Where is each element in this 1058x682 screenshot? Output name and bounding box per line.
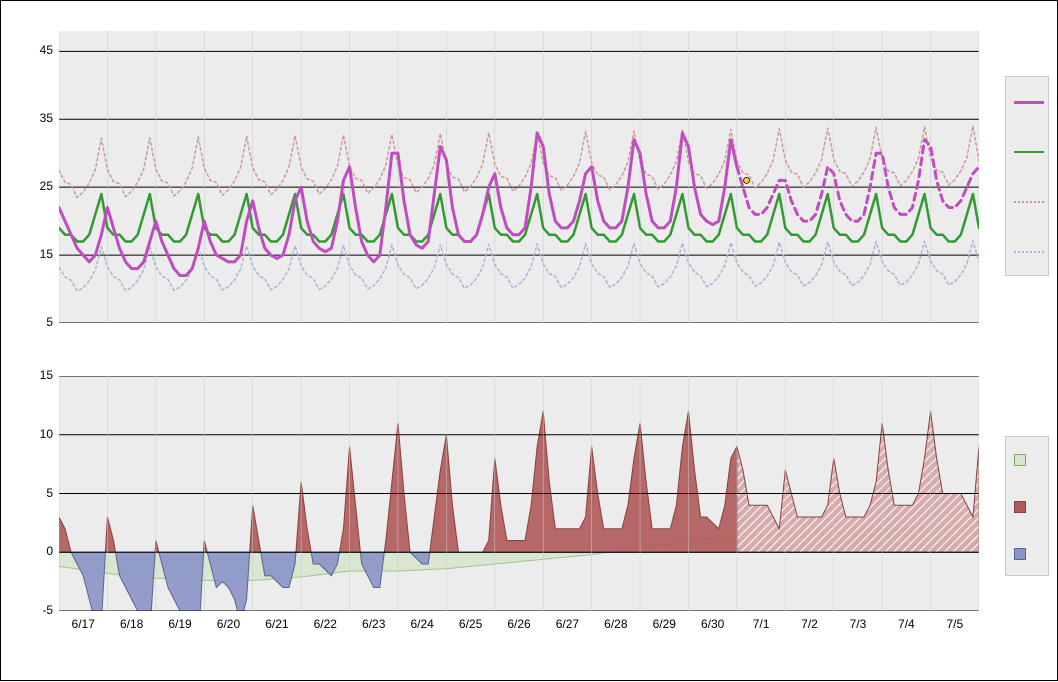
- bottom-ytick-label: 15: [29, 368, 53, 382]
- x-tick-label: 6/28: [596, 617, 636, 631]
- bottom-ytick-label: 5: [29, 486, 53, 500]
- bottom-chart-panel: -5 0 5 10 15 6/17 6/18 6/19 6/20 6/21 6/22 6/23 6/2…: [1, 1, 1058, 682]
- bottom-legend: [1005, 436, 1049, 576]
- bottom-ytick-label: 10: [29, 427, 53, 441]
- legend-swatch: [1014, 501, 1026, 513]
- legend-swatch: [1014, 454, 1026, 466]
- x-tick-label: 7/4: [886, 617, 926, 631]
- x-tick-label: 6/17: [63, 617, 103, 631]
- x-tick-label: 6/30: [693, 617, 733, 631]
- chart-container: 515253545 -5051015 6/176/186/196/206/216…: [0, 0, 1058, 681]
- legend-swatch: [1014, 548, 1026, 560]
- legend-item-pos-anomaly: [1006, 484, 1048, 531]
- x-tick-label: 6/21: [257, 617, 297, 631]
- x-tick-label: 6/25: [451, 617, 491, 631]
- x-tick-label: 6/23: [354, 617, 394, 631]
- x-tick-label: 7/2: [790, 617, 830, 631]
- x-tick-label: 6/26: [499, 617, 539, 631]
- x-tick-label: 7/1: [741, 617, 781, 631]
- x-tick-label: 6/29: [644, 617, 684, 631]
- x-tick-label: 6/20: [208, 617, 248, 631]
- bottom-plot-area: [59, 376, 979, 611]
- bottom-ytick-label: -5: [29, 603, 53, 617]
- x-tick-label: 6/27: [547, 617, 587, 631]
- bottom-chart-svg: [59, 376, 979, 611]
- x-tick-label: 6/22: [305, 617, 345, 631]
- bottom-ytick-label: 0: [29, 544, 53, 558]
- x-tick-label: 7/3: [838, 617, 878, 631]
- x-tick-label: 6/24: [402, 617, 442, 631]
- legend-item-neg-anomaly: [1006, 530, 1048, 577]
- x-tick-label: 6/18: [112, 617, 152, 631]
- legend-item-cum-offset: [1006, 437, 1048, 484]
- x-tick-label: 6/19: [160, 617, 200, 631]
- x-tick-label: 7/5: [935, 617, 975, 631]
